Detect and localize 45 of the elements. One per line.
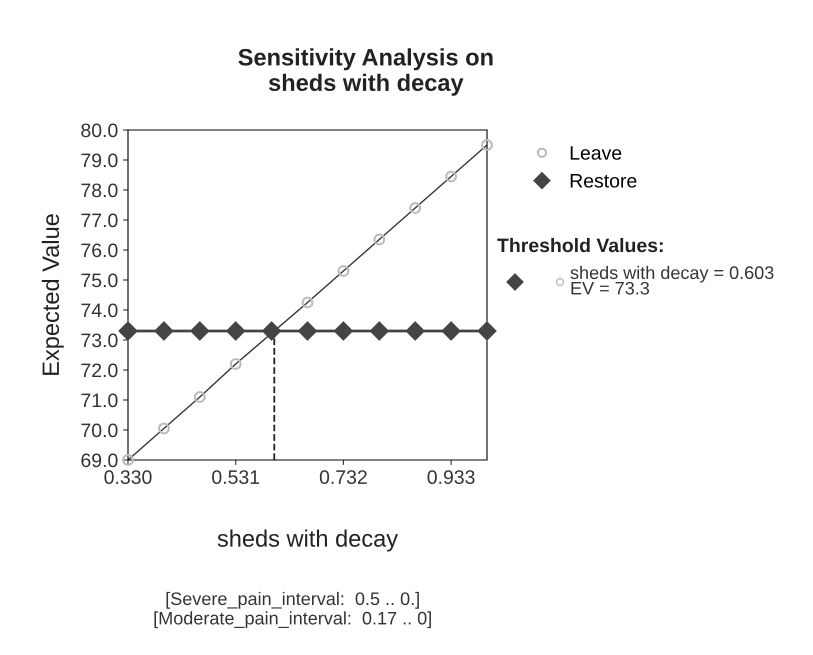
point: [298, 321, 318, 341]
y-tick-label: 71.0: [81, 393, 118, 408]
point: [118, 321, 138, 341]
point: [370, 321, 389, 341]
point: [337, 265, 350, 277]
y-tick-label: 69.0: [81, 453, 118, 468]
point: [122, 454, 134, 466]
y-tick-label: 76.0: [81, 243, 118, 258]
text: sheds with decay = 0.603 EV = 73.3: [570, 266, 774, 295]
x-tick-label: 0.531: [212, 470, 260, 484]
point: [442, 321, 461, 341]
y-axis-title: Expected Value: [42, 214, 64, 375]
point: [194, 391, 206, 403]
chart-title: Sensitivity Analysis on sheds with decay: [238, 48, 493, 96]
point: [154, 321, 174, 341]
point: [477, 321, 497, 341]
legend-label: Leave: [570, 146, 622, 160]
y-tick-label: 80.0: [81, 123, 118, 138]
point: [302, 296, 314, 308]
point: [409, 202, 422, 214]
y-tick-label: 70.0: [81, 423, 118, 438]
x-tick-label: 0.732: [320, 470, 367, 484]
y-tick-label: 77.0: [81, 213, 118, 228]
y-tick-label: 73.0: [81, 333, 118, 348]
point: [373, 234, 386, 246]
point: [262, 321, 282, 341]
point: [230, 358, 242, 370]
point: [481, 139, 493, 151]
y-tick-label: 78.0: [81, 183, 118, 198]
point: [445, 170, 458, 182]
point: [226, 321, 246, 341]
y-tick-label: 75.0: [81, 273, 118, 288]
x-tick-label: 0.933: [428, 470, 475, 484]
legend-label: Restore: [570, 174, 636, 188]
x-tick-label: 0.330: [104, 470, 152, 484]
x-axis-title: sheds with decay: [218, 530, 398, 552]
y-tick-label: 72.0: [81, 363, 118, 378]
point: [190, 321, 210, 341]
point: [406, 321, 425, 341]
point: [334, 321, 353, 341]
y-tick-label: 74.0: [81, 303, 118, 318]
y-tick-label: 79.0: [81, 153, 118, 168]
point: [158, 422, 170, 434]
text: Threshold Values:: [497, 238, 663, 252]
text: [Severe_pain_interval: 0.5 .. 0.] [Moderate_pain_interval: 0.17 .. 0]: [154, 592, 431, 628]
